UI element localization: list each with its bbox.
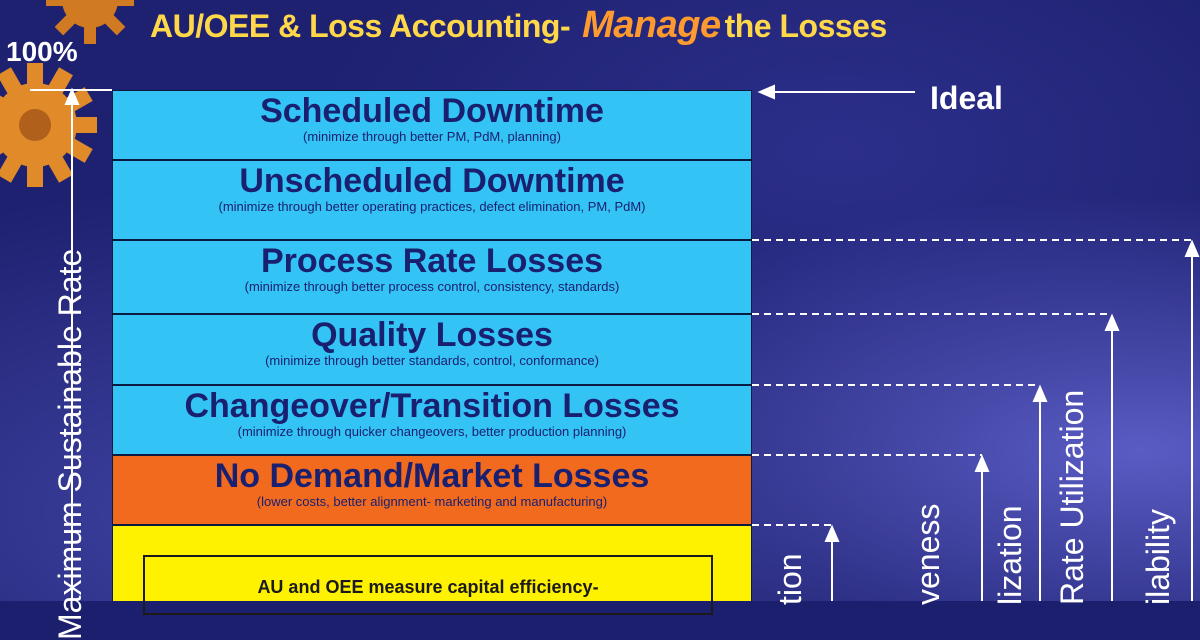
block-capital-efficiency xyxy=(112,525,752,601)
top-percent-label: 100% xyxy=(6,36,78,67)
block-title: Process Rate Losses xyxy=(260,242,604,280)
title-accent: Manage xyxy=(582,4,721,46)
block-subtitle: (minimize through better PM, PdM, planni… xyxy=(303,129,561,144)
block-subtitle: (minimize through quicker changeovers, b… xyxy=(237,424,627,439)
block-title: Unscheduled Downtime xyxy=(239,162,625,200)
block-title: No Demand/Market Losses xyxy=(214,457,650,495)
vertical-label-2: veness xyxy=(910,503,946,605)
inner-box-text: AU and OEE measure capital efficiency- xyxy=(257,577,599,597)
block-changeover-losses: Changeover/Transition Losses (minimize t… xyxy=(112,385,752,455)
title-part1: AU/OEE & Loss Accounting- xyxy=(150,8,571,44)
block-process-rate-losses: Process Rate Losses (minimize through be… xyxy=(112,240,752,314)
vertical-label-5: ilability xyxy=(1140,508,1176,605)
block-subtitle: (minimize through better operating pract… xyxy=(218,199,646,214)
vertical-label-4: Rate Utilization xyxy=(1054,389,1090,605)
block-title: Quality Losses xyxy=(311,316,553,354)
ideal-label: Ideal xyxy=(930,80,1003,116)
block-subtitle: (lower costs, better alignment- marketin… xyxy=(256,494,608,509)
page-title: AU/OEE & Loss Accounting- Manage the Losse… xyxy=(150,4,887,47)
left-axis-label: Maximum Sustainable Rate xyxy=(52,248,88,640)
vertical-label-3: lization xyxy=(992,505,1028,605)
gear-icon xyxy=(46,0,134,44)
block-scheduled-downtime: Scheduled Downtime (minimize through bet… xyxy=(112,90,752,160)
block-subtitle: (minimize through better standards, cont… xyxy=(265,353,599,368)
block-quality-losses: Quality Losses (minimize through better … xyxy=(112,314,752,385)
block-title: Changeover/Transition Losses xyxy=(184,387,680,425)
title-part2: the Losses xyxy=(724,8,888,44)
connector-lines xyxy=(30,84,1200,601)
inner-box: AU and OEE measure capital efficiency- xyxy=(143,555,713,615)
block-unscheduled-downtime: Unscheduled Downtime (minimize through b… xyxy=(112,160,752,240)
block-subtitle: (minimize through better process control… xyxy=(244,279,620,294)
vertical-label-1: tion xyxy=(772,553,808,605)
block-no-demand-losses: No Demand/Market Losses (lower costs, be… xyxy=(112,455,752,525)
block-title: Scheduled Downtime xyxy=(260,92,604,130)
